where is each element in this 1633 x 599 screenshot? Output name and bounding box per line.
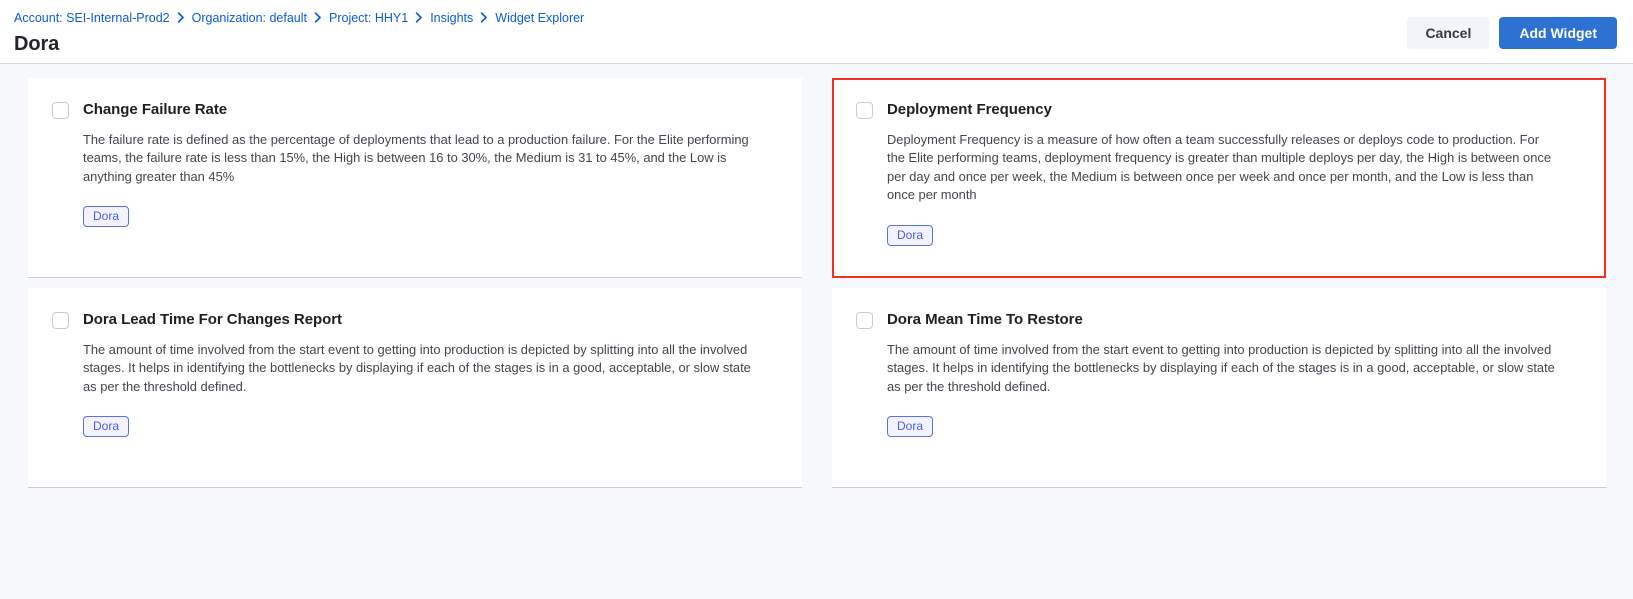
widget-card-title: Dora Lead Time For Changes Report: [83, 311, 342, 328]
breadcrumb-item-widget-explorer[interactable]: Widget Explorer: [495, 10, 585, 25]
chevron-right-icon: [177, 12, 185, 23]
tag-dora[interactable]: Dora: [887, 224, 934, 246]
breadcrumb: Account: SEI-Internal-Prod2 Organization…: [14, 9, 1617, 26]
widget-card-header: Dora Mean Time To Restore: [856, 310, 1582, 330]
widget-select-checkbox[interactable]: [856, 101, 873, 119]
breadcrumb-item-organization[interactable]: Organization: default: [191, 10, 307, 25]
widget-card-deployment-frequency[interactable]: Deployment Frequency Deployment Frequenc…: [832, 78, 1606, 278]
page-header: Account: SEI-Internal-Prod2 Organization…: [0, 0, 1633, 64]
widget-select-checkbox[interactable]: [52, 311, 69, 329]
widget-card-tags: Dora: [887, 416, 1582, 438]
widget-card-dora-mean-time-to-restore[interactable]: Dora Mean Time To Restore The amount of …: [832, 288, 1606, 488]
widget-card-title: Change Failure Rate: [83, 101, 228, 118]
breadcrumb-item-project[interactable]: Project: HHY1: [329, 10, 409, 25]
widget-card-header: Deployment Frequency: [856, 100, 1582, 120]
widget-card-grid: Change Failure Rate The failure rate is …: [28, 78, 1606, 488]
widget-card-description: The amount of time involved from the sta…: [83, 342, 751, 394]
widget-card-change-failure-rate[interactable]: Change Failure Rate The failure rate is …: [28, 78, 802, 278]
chevron-right-icon: [480, 12, 488, 23]
tag-dora[interactable]: Dora: [83, 206, 130, 228]
widget-card-description: The amount of time involved from the sta…: [887, 342, 1555, 394]
page-title: Dora: [14, 33, 60, 55]
header-actions: Cancel Add Widget: [1407, 17, 1617, 49]
add-widget-button[interactable]: Add Widget: [1499, 17, 1617, 49]
widget-explorer-content: Change Failure Rate The failure rate is …: [0, 64, 1633, 599]
widget-card-header: Dora Lead Time For Changes Report: [52, 310, 778, 330]
breadcrumb-item-account[interactable]: Account: SEI-Internal-Prod2: [14, 10, 170, 25]
breadcrumb-item-insights[interactable]: Insights: [430, 10, 474, 25]
widget-card-header: Change Failure Rate: [52, 100, 778, 120]
widget-select-checkbox[interactable]: [856, 311, 873, 329]
widget-card-description: The failure rate is defined as the perce…: [83, 132, 749, 184]
cancel-button[interactable]: Cancel: [1407, 17, 1490, 49]
tag-dora[interactable]: Dora: [83, 416, 130, 438]
widget-card-tags: Dora: [83, 416, 778, 438]
widget-card-dora-lead-time-for-changes-report[interactable]: Dora Lead Time For Changes Report The am…: [28, 288, 802, 488]
widget-card-title: Dora Mean Time To Restore: [887, 311, 1083, 328]
widget-select-checkbox[interactable]: [52, 101, 69, 119]
chevron-right-icon: [415, 12, 423, 23]
widget-card-tags: Dora: [83, 206, 778, 228]
widget-card-description: Deployment Frequency is a measure of how…: [887, 132, 1551, 203]
chevron-right-icon: [314, 12, 322, 23]
tag-dora[interactable]: Dora: [887, 416, 934, 438]
widget-card-title: Deployment Frequency: [887, 101, 1052, 118]
widget-card-tags: Dora: [887, 224, 1582, 246]
